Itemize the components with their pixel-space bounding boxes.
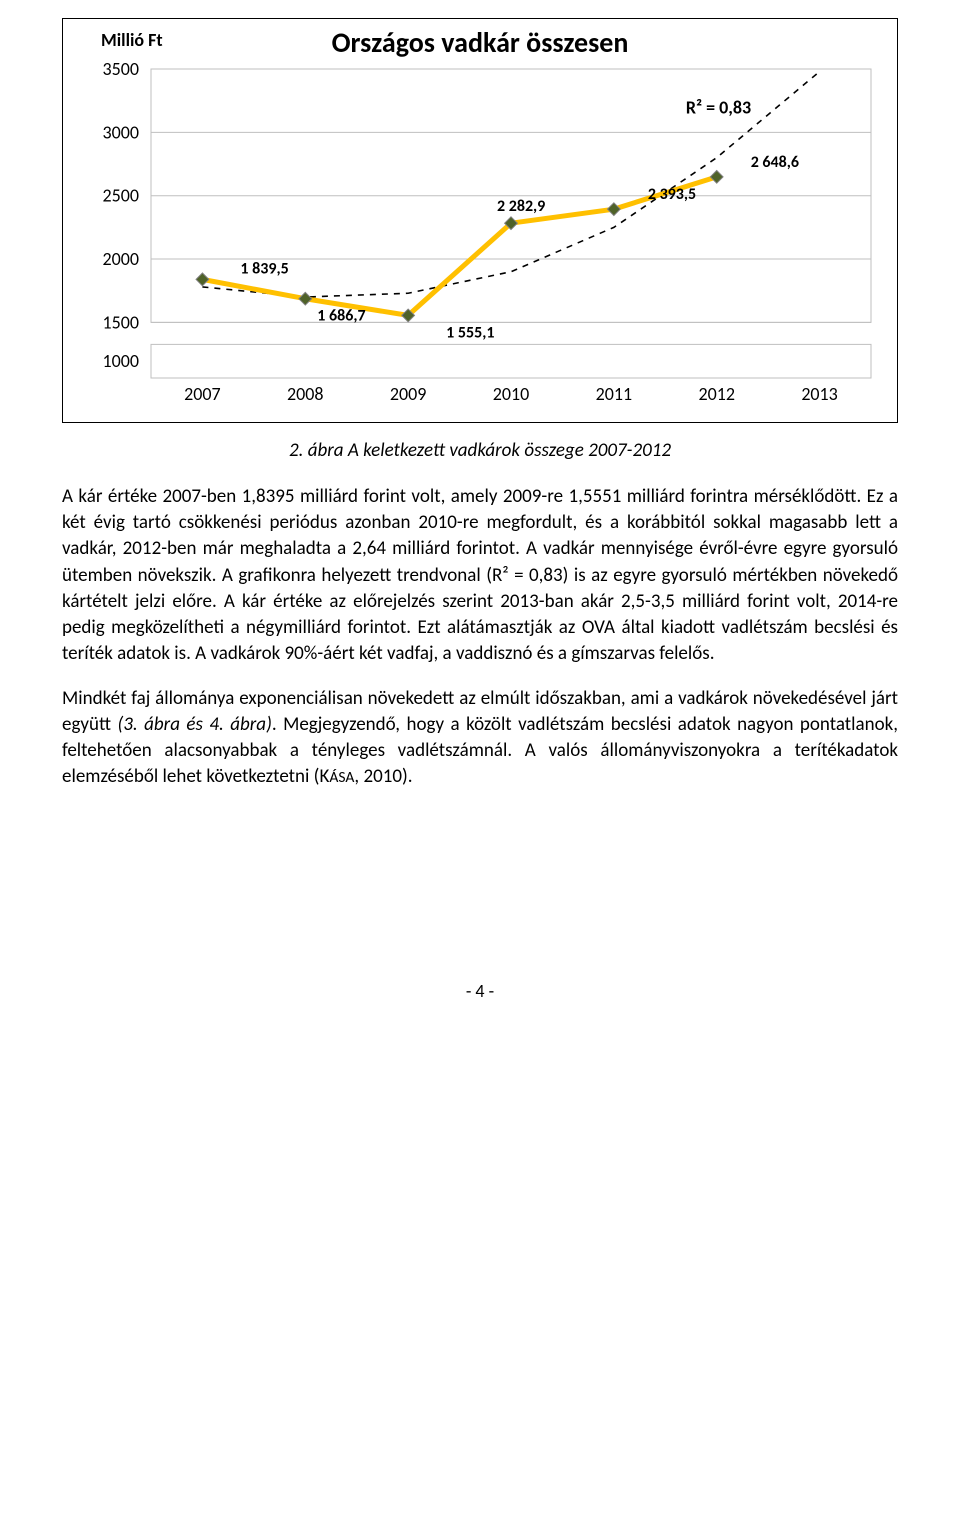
svg-text:1 686,7: 1 686,7: [317, 307, 365, 326]
p2-text-c: , 2010).: [354, 765, 412, 788]
svg-text:1500: 1500: [103, 311, 140, 333]
page-number: - 4 -: [62, 980, 898, 1002]
svg-text:2009: 2009: [390, 383, 427, 405]
svg-text:2 282,9: 2 282,9: [497, 197, 545, 216]
chart-svg: 1000 1500 2000 2500 3000 3500 2007 2008 2009 2010…: [73, 27, 889, 416]
svg-text:R² = 0,83: R² = 0,83: [686, 96, 751, 118]
svg-text:2 648,6: 2 648,6: [751, 153, 799, 172]
svg-text:2011: 2011: [596, 383, 633, 405]
svg-text:2012: 2012: [698, 383, 735, 405]
chart-title: Országos vadkár összesen: [63, 25, 897, 60]
svg-text:1000: 1000: [103, 350, 140, 372]
p2-smallcaps: ÁSA: [329, 768, 354, 787]
chart-container: Millió Ft Országos vadkár összesen 10001…: [62, 18, 898, 423]
svg-text:3000: 3000: [103, 121, 140, 143]
figure-caption: 2. ábra A keletkezett vadkárok összege 2…: [62, 439, 898, 462]
svg-text:2013: 2013: [801, 383, 838, 405]
svg-text:1 839,5: 1 839,5: [240, 259, 288, 278]
paragraph-1: A kár értéke 2007-ben 1,8395 milliárd fo…: [62, 484, 898, 668]
p2-italic: (3. ábra és 4. ábra): [118, 713, 272, 736]
svg-text:2 393,5: 2 393,5: [648, 185, 696, 204]
svg-text:3500: 3500: [103, 58, 140, 80]
svg-text:1 555,1: 1 555,1: [446, 323, 494, 342]
svg-text:2500: 2500: [103, 185, 140, 207]
paragraph-2: Mindkét faj állománya exponenciálisan nö…: [62, 686, 898, 791]
svg-text:2007: 2007: [184, 383, 221, 405]
svg-text:2008: 2008: [287, 383, 324, 405]
svg-text:2010: 2010: [493, 383, 530, 405]
svg-text:2000: 2000: [103, 248, 140, 270]
